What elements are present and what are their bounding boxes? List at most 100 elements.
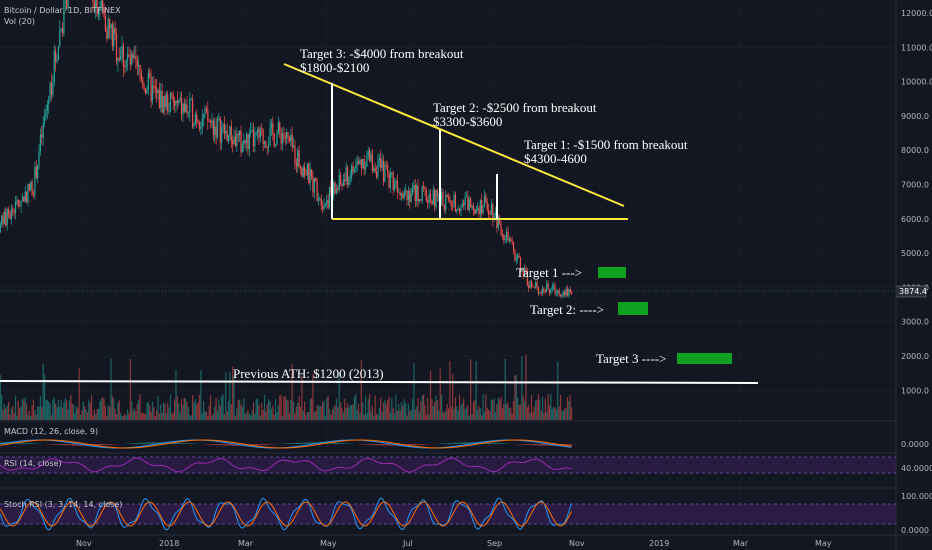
volume-bar: [442, 411, 444, 420]
candle-body: [328, 186, 331, 208]
macd-bar: [140, 442, 142, 444]
candle-body: [322, 205, 324, 210]
candle-body: [258, 128, 260, 138]
candle-body: [353, 169, 356, 172]
macd-bar: [149, 442, 151, 444]
target3-title: Target 3: -$4000 from breakout: [300, 46, 464, 61]
macd-bar: [334, 442, 336, 444]
macd-bar: [348, 443, 350, 444]
candle-body: [550, 289, 552, 293]
macd-bar: [522, 444, 524, 445]
volume-bar: [261, 403, 263, 420]
macd-bar: [222, 444, 224, 446]
macd-bar: [569, 444, 571, 446]
volume-bar: [431, 398, 433, 420]
candle-body: [525, 268, 527, 273]
volume-bar: [373, 415, 375, 420]
macd-bar: [183, 442, 185, 444]
candle-body: [460, 206, 462, 212]
candle-body: [355, 165, 357, 170]
macd-bar: [335, 442, 337, 444]
volume-bar: [301, 375, 303, 420]
macd-bar: [109, 444, 111, 445]
candle-body: [41, 134, 43, 138]
macd-bar: [60, 444, 62, 446]
candle-body: [226, 131, 228, 142]
symbol-title[interactable]: Bitcoin / Dollar, 1D, BITFINEX: [4, 6, 121, 15]
volume-bar: [568, 400, 570, 420]
candle-body: [417, 185, 419, 202]
candle-body: [548, 289, 551, 293]
volume-bar: [320, 406, 322, 420]
candle-body: [6, 209, 8, 226]
target3-arrow-label: Target 3 ---->: [596, 351, 666, 366]
volume-bar: [569, 394, 571, 420]
macd-title[interactable]: MACD (12, 26, close, 9): [4, 427, 98, 436]
volume-bar: [247, 409, 249, 420]
volume-bar: [353, 396, 356, 420]
macd-bar: [264, 444, 266, 445]
candle-body: [209, 121, 212, 123]
volume-bar: [281, 415, 284, 420]
volume-bar: [114, 408, 116, 420]
volume-bar: [479, 408, 481, 420]
rsi-title[interactable]: RSI (14, close): [4, 459, 62, 468]
candle-body: [553, 284, 555, 287]
volume-bar: [100, 398, 102, 420]
candle-body: [257, 128, 259, 133]
volume-title[interactable]: Vol (20): [4, 17, 35, 26]
candle-body: [118, 57, 120, 60]
volume-bar: [151, 401, 154, 420]
macd-bar: [329, 442, 331, 444]
volume-bar: [162, 402, 165, 420]
time-tick-label: May: [815, 539, 832, 548]
volume-bar: [8, 401, 10, 420]
candle-body: [93, 2, 95, 8]
volume-bar: [268, 399, 270, 420]
candle-body: [391, 172, 393, 175]
volume-bar: [265, 411, 267, 420]
candle-body: [160, 90, 162, 108]
candle-body: [337, 188, 339, 190]
candle-body: [351, 165, 353, 178]
volume-bar: [284, 395, 286, 420]
candle-body: [23, 196, 25, 202]
volume-bar: [66, 400, 68, 420]
volume-bar: [259, 415, 261, 420]
candle-body: [128, 54, 130, 58]
volume-bar: [126, 409, 129, 420]
volume-bar: [138, 399, 140, 420]
volume-bar: [240, 403, 242, 420]
candle-body: [167, 94, 169, 113]
volume-bar: [341, 408, 343, 420]
macd-bar: [528, 444, 530, 446]
candle-body: [234, 136, 237, 147]
candle-body: [52, 82, 54, 96]
candle-body: [283, 133, 285, 138]
volume-bar: [454, 397, 457, 420]
volume-bar: [179, 412, 181, 420]
macd-bar: [172, 442, 174, 444]
candle-body: [541, 288, 544, 294]
volume-bar: [407, 403, 409, 420]
macd-bar: [20, 442, 22, 444]
volume-bar: [156, 410, 158, 420]
volume-bar: [342, 412, 344, 420]
candle-body: [535, 282, 537, 288]
candle-body: [201, 118, 203, 126]
stoch-title[interactable]: Stoch RSI (3, 3, 14, 14, close): [4, 500, 122, 509]
volume-bar: [102, 396, 104, 420]
volume-bar: [1, 394, 3, 420]
volume-bar: [262, 409, 264, 420]
candle-body: [14, 201, 17, 214]
candle-body: [493, 216, 495, 220]
candle-body: [31, 181, 33, 196]
candle-body: [146, 90, 148, 94]
candle-body: [34, 166, 36, 196]
volume-bar: [37, 406, 39, 420]
candle-body: [99, 7, 101, 10]
volume-bar: [299, 406, 302, 420]
volume-bar: [272, 405, 274, 420]
macd-bar: [374, 444, 376, 446]
candle-body: [211, 120, 213, 123]
